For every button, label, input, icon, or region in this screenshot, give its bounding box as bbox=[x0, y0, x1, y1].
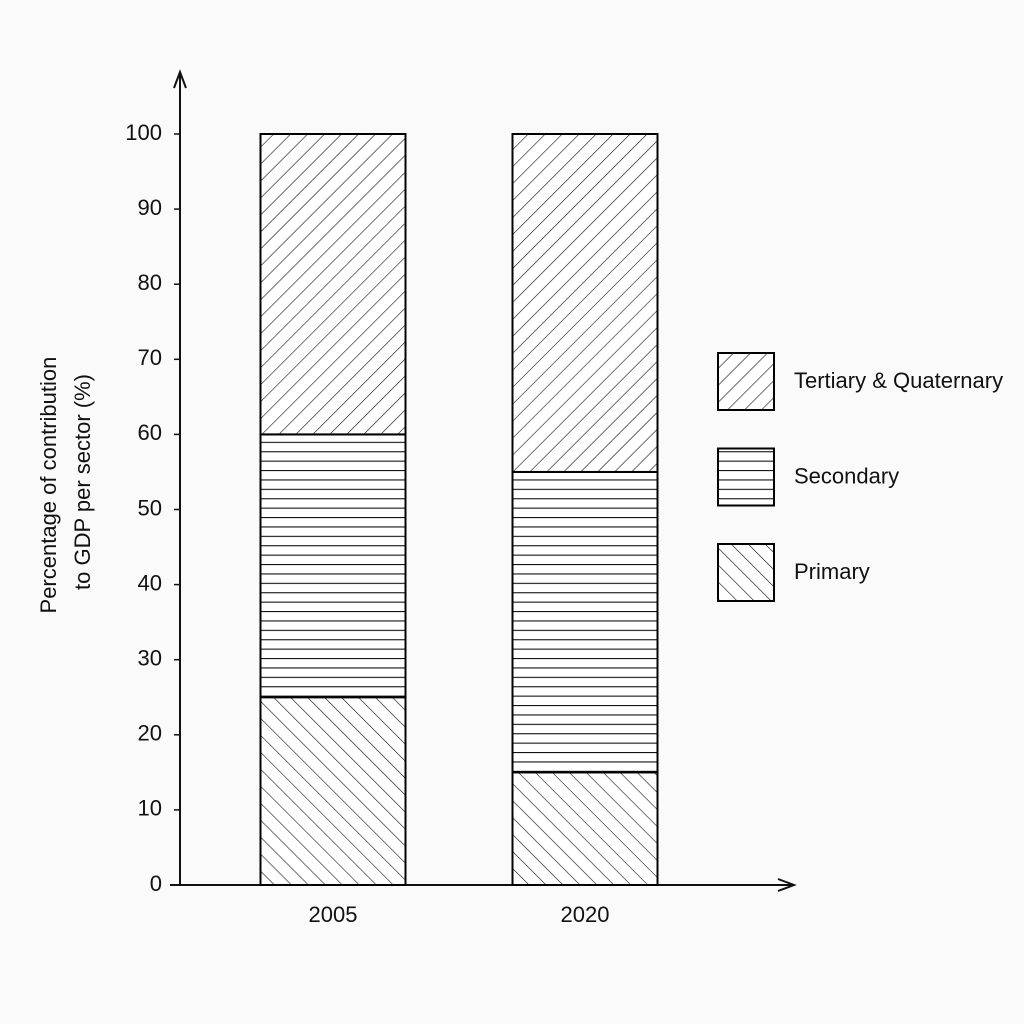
bar-segment bbox=[511, 470, 659, 774]
y-axis-title-line: Percentage of contribution bbox=[36, 357, 61, 614]
y-axis-arrow bbox=[173, 69, 187, 89]
y-tick-label: 50 bbox=[138, 495, 162, 520]
bar-segment bbox=[511, 133, 659, 473]
y-tick-label: 90 bbox=[138, 195, 162, 220]
x-tick-label: 2020 bbox=[561, 902, 610, 927]
legend-swatch bbox=[717, 352, 775, 411]
x-tick-label: 2005 bbox=[309, 902, 358, 927]
y-tick-label: 60 bbox=[138, 420, 162, 445]
legend-swatch bbox=[717, 447, 775, 507]
y-tick-label: 70 bbox=[138, 345, 162, 370]
y-tick-label: 0 bbox=[150, 871, 162, 896]
y-tick-label: 80 bbox=[138, 270, 162, 295]
bar-segment bbox=[259, 433, 407, 699]
y-tick-label: 10 bbox=[138, 796, 162, 821]
legend-swatch bbox=[717, 543, 775, 602]
y-tick-label: 100 bbox=[125, 120, 162, 145]
y-tick-label: 20 bbox=[138, 721, 162, 746]
bar-segment bbox=[511, 771, 659, 886]
y-tick-label: 40 bbox=[138, 570, 162, 595]
y-axis-title: Percentage of contribution to GDP per se… bbox=[36, 351, 95, 614]
bar-segment bbox=[259, 696, 407, 886]
x-axis-arrow bbox=[777, 878, 797, 892]
bar-segment bbox=[259, 133, 407, 436]
y-tick-label: 30 bbox=[138, 646, 162, 671]
legend-label: Secondary bbox=[794, 463, 899, 488]
y-axis-title-line: to GDP per sector (%) bbox=[70, 374, 95, 590]
legend-label: Tertiary & Quaternary bbox=[794, 368, 1003, 393]
legend-label: Primary bbox=[794, 559, 870, 584]
